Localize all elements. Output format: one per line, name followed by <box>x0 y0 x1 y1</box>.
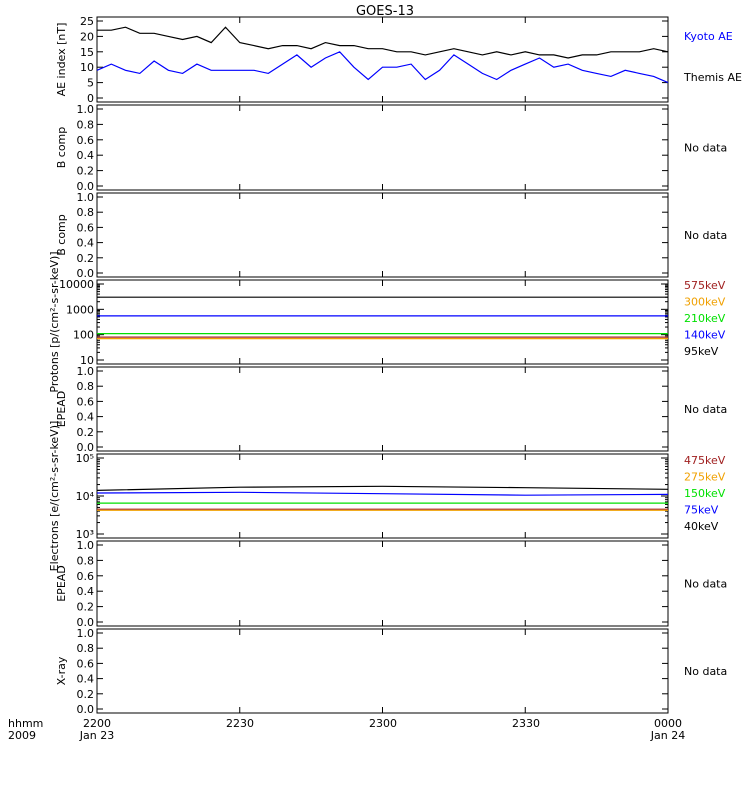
y-tick-label: 0.2 <box>77 601 95 614</box>
legend-entry: 150keV <box>684 487 726 500</box>
y-axis-label: EPEAD <box>55 391 68 428</box>
y-tick-label: 0.6 <box>77 134 95 147</box>
y-tick-label: 0.6 <box>77 657 95 670</box>
y-tick-label: 10⁵ <box>76 452 94 465</box>
y-tick-label: 5 <box>87 77 94 90</box>
no-data-label: No data <box>684 403 727 416</box>
y-tick-label: 0.4 <box>77 237 95 250</box>
x-tick-label: 2330 <box>512 717 540 730</box>
series-line-40keV <box>96 485 669 491</box>
y-axis-label: Electrons [e/(cm²-s-sr-keV)] <box>48 421 61 572</box>
y-tick-label: 10⁴ <box>76 490 95 503</box>
panels: 0 5 10 15 20 25 AE index [nT] Kyoto AE Themis AE… <box>48 15 742 716</box>
y-axis-label: X-ray <box>55 656 68 685</box>
legend-entry: Kyoto AE <box>684 30 733 43</box>
y-tick-label: 0.0 <box>77 180 95 193</box>
panel-frame <box>96 628 669 714</box>
legend-entry: 210keV <box>684 312 726 325</box>
y-tick-label: 0.8 <box>77 642 95 655</box>
y-tick-label: 1.0 <box>77 539 95 552</box>
series-line-Themis AE <box>97 26 669 59</box>
y-tick-label: 0.8 <box>77 380 95 393</box>
date-start-label: Jan 23 <box>79 729 114 742</box>
y-tick-label: 15 <box>80 46 94 59</box>
panel-frame <box>96 540 669 627</box>
y-tick-label: 0 <box>87 92 94 105</box>
series-line-75keV <box>96 491 669 496</box>
y-tick-label: 10000 <box>59 278 94 291</box>
y-tick-label: 100 <box>73 329 94 342</box>
panel-frame <box>96 453 669 539</box>
legend-entry: 475keV <box>684 454 726 467</box>
x-tick-label: 2230 <box>226 717 254 730</box>
panel-frame <box>96 192 669 278</box>
y-tick-label: 0.6 <box>77 395 95 408</box>
legend-entry: 40keV <box>684 520 719 533</box>
y-tick-label: 0.2 <box>77 165 95 178</box>
footer-time-label: hhmm <box>8 717 43 730</box>
no-data-label: No data <box>684 665 727 678</box>
legend-entry: 140keV <box>684 329 726 342</box>
y-tick-label: 0.6 <box>77 570 95 583</box>
footer-year-label: 2009 <box>8 729 36 742</box>
y-tick-label: 0.4 <box>77 673 95 686</box>
y-tick-label: 0.4 <box>77 149 95 162</box>
y-tick-label: 10 <box>80 354 94 367</box>
plot-title: GOES-13 <box>356 4 414 19</box>
y-tick-label: 0.2 <box>77 688 95 701</box>
y-tick-label: 0.0 <box>77 616 95 629</box>
legend-entry: Themis AE <box>683 71 742 84</box>
no-data-label: No data <box>684 229 727 242</box>
panel-frame <box>96 279 669 365</box>
y-tick-label: 0.0 <box>77 441 95 454</box>
legend-entry: 95keV <box>684 345 719 358</box>
y-tick-label: 0.8 <box>77 206 95 219</box>
y-tick-label: 0.0 <box>77 267 95 280</box>
legend-entry: 275keV <box>684 471 726 484</box>
x-tick-label: 0000 <box>654 717 682 730</box>
date-end-label: Jan 24 <box>650 729 685 742</box>
y-tick-label: 0.8 <box>77 118 95 131</box>
y-tick-label: 0.4 <box>77 411 95 424</box>
no-data-label: No data <box>684 142 727 155</box>
panel-frame <box>96 104 669 191</box>
legend-entry: 575keV <box>684 279 726 292</box>
y-tick-label: 0.4 <box>77 585 95 598</box>
y-tick-label: 0.2 <box>77 426 95 439</box>
y-tick-label: 1.0 <box>77 627 95 640</box>
y-axis-label: B comp <box>55 214 68 256</box>
y-tick-label: 10 <box>80 61 94 74</box>
y-tick-label: 20 <box>80 30 94 43</box>
legend-entry: 75keV <box>684 504 719 517</box>
y-tick-label: 0.6 <box>77 221 95 234</box>
panel-frame <box>96 366 669 452</box>
y-axis-label: AE index [nT] <box>55 23 68 97</box>
y-tick-label: 1.0 <box>77 365 95 378</box>
panel-frame <box>96 16 669 103</box>
y-tick-label: 0.0 <box>77 703 95 716</box>
x-tick-label: 2200 <box>83 717 111 730</box>
y-tick-label: 10³ <box>76 528 94 541</box>
y-axis-label: Protons [p/(cm²-s-sr-keV)] <box>48 251 61 392</box>
y-tick-label: 25 <box>80 15 94 28</box>
y-tick-label: 1000 <box>66 303 94 316</box>
y-axis-label: EPEAD <box>55 565 68 602</box>
no-data-label: No data <box>684 578 727 591</box>
y-tick-label: 0.8 <box>77 554 95 567</box>
y-tick-label: 0.2 <box>77 252 95 265</box>
legend-entry: 300keV <box>684 296 726 309</box>
series-line-Kyoto AE <box>96 51 669 84</box>
x-tick-label: 2300 <box>369 717 397 730</box>
y-tick-label: 1.0 <box>77 103 95 116</box>
y-axis-label: B comp <box>55 127 68 169</box>
y-tick-label: 1.0 <box>77 191 95 204</box>
